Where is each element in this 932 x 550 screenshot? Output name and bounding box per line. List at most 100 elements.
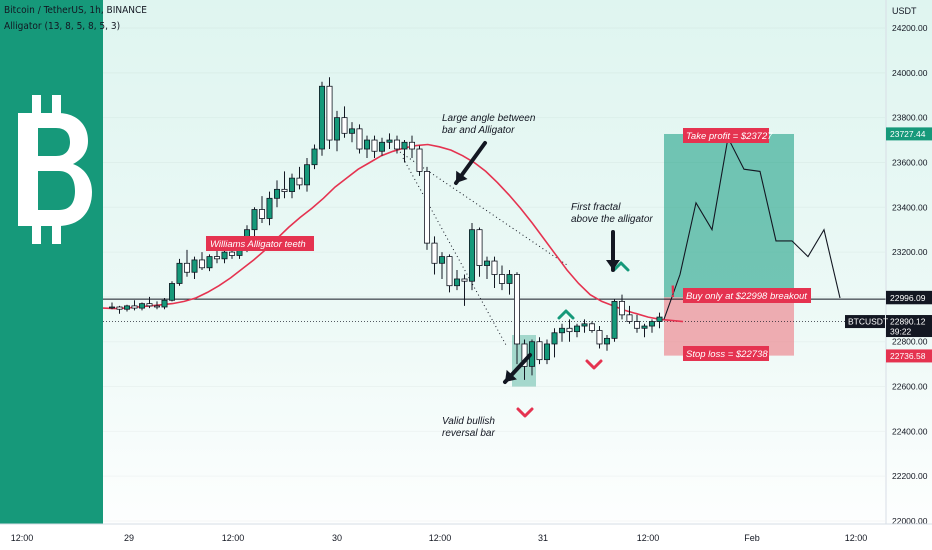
price-marker-value: 22736.58 [890,351,926,361]
fractal-note-line1: First fractal [571,202,621,213]
fractal-up-chevron [612,261,630,272]
y-tick-label: 23200.00 [892,247,928,257]
candle-body [138,303,145,309]
price-marker-box [886,349,932,363]
fractal-up-chevron [557,309,575,320]
tp-label-box [683,128,769,143]
bullish-note-line1: Valid bullish [442,416,495,427]
candle-body [453,278,460,287]
fractal-note-line2: above the alligator [571,214,653,225]
time-axis: 12:00 29 12:00 30 12:00 31 12:00 Feb 12:00 [11,533,868,543]
candle-body [109,306,116,309]
y-tick-label: 22600.00 [892,382,928,392]
price-marker-countdown: 39:22 [890,327,912,337]
candle-body [468,229,475,282]
candle-body [611,300,618,339]
candle-body [498,274,505,284]
alert-icon: ! [670,282,676,301]
candle-body [401,141,408,150]
x-tick-label: 31 [538,533,548,543]
candle-body [281,188,288,192]
price-marker-box [886,315,932,338]
annotations-layer: Williams Alligator teeth Large angle betw… [206,113,841,439]
fractal-down-chevron [516,407,534,418]
candle-body [416,148,423,172]
x-tick-label: 12:00 [845,533,868,543]
candle-body [221,251,228,260]
candle-body [438,256,445,264]
angle-trendline-1 [399,151,568,266]
y-tick-label: 24000.00 [892,68,928,78]
candles-layer [109,77,663,380]
candle-body [258,209,265,219]
candle-body [408,141,415,150]
candle-body [431,242,438,264]
reversal-pointer-arrow-head [505,369,517,382]
candle-body [168,283,175,301]
candle-body [589,323,596,331]
y-tick-label: 23800.00 [892,113,928,123]
candle-body [476,229,483,266]
candle-body [566,327,573,333]
y-tick-label: 22400.00 [892,426,928,436]
candle-body [604,337,611,345]
candle-body [311,148,318,166]
candle-body [446,256,453,287]
candle-body [371,139,378,152]
candle-body [288,177,295,192]
indicator-title: Alligator (13, 8, 5, 8, 5, 3) [4,21,121,32]
candle-body [363,139,370,150]
candle-body [514,274,521,345]
candle-body [423,171,430,244]
fractal-down-chevron [585,359,603,370]
x-tick-label: 12:00 [222,533,245,543]
candle-body [483,260,490,266]
candle-body [356,128,363,150]
candle-body [273,188,280,199]
take-profit-zone [664,133,794,298]
candle-body [333,117,340,141]
alligator-line [102,143,684,323]
y-tick-label: 22800.00 [892,337,928,347]
candle-body [619,300,626,316]
angle-pointer-arrow-head [456,170,468,183]
price-marker-box [886,127,932,141]
x-tick-label: Feb [744,533,760,543]
bitcoin-logo-icon [18,95,92,244]
candle-body [296,177,303,186]
price-marker-value: 22996.09 [890,293,926,303]
teeth-label-box [206,236,314,251]
candle-body [213,256,220,260]
buy-label-box [683,288,811,303]
candle-body [303,164,310,186]
candle-body [266,197,273,219]
tp-label: Take profit = $23727 [686,131,773,142]
candle-body [153,305,160,308]
candle-body [574,325,581,333]
teeth-label: Williams Alligator teeth [210,239,306,250]
candle-body [506,274,513,284]
candle-body [348,128,355,134]
candle-body [521,343,528,367]
alligator-line-layer [102,143,684,323]
projection-path [663,136,841,320]
candle-body [559,327,566,334]
candle-body [326,85,333,141]
candle-body [596,330,603,345]
candle-body [183,262,190,273]
y-tick-label: 23400.00 [892,202,928,212]
candle-body [318,85,325,150]
candle-body [116,306,123,310]
candle-body [131,305,138,309]
last-price-symbol: BTCUSDT [848,317,888,327]
x-tick-label: 30 [332,533,342,543]
y-tick-label: 22000.00 [892,516,928,526]
angle-note-line1: Large angle between [442,113,536,124]
candle-body [206,256,213,269]
candle-body [124,305,131,310]
x-tick-label: 12:00 [11,533,34,543]
candle-body [536,341,543,361]
sl-label-box [683,346,769,361]
candle-body [461,278,468,282]
